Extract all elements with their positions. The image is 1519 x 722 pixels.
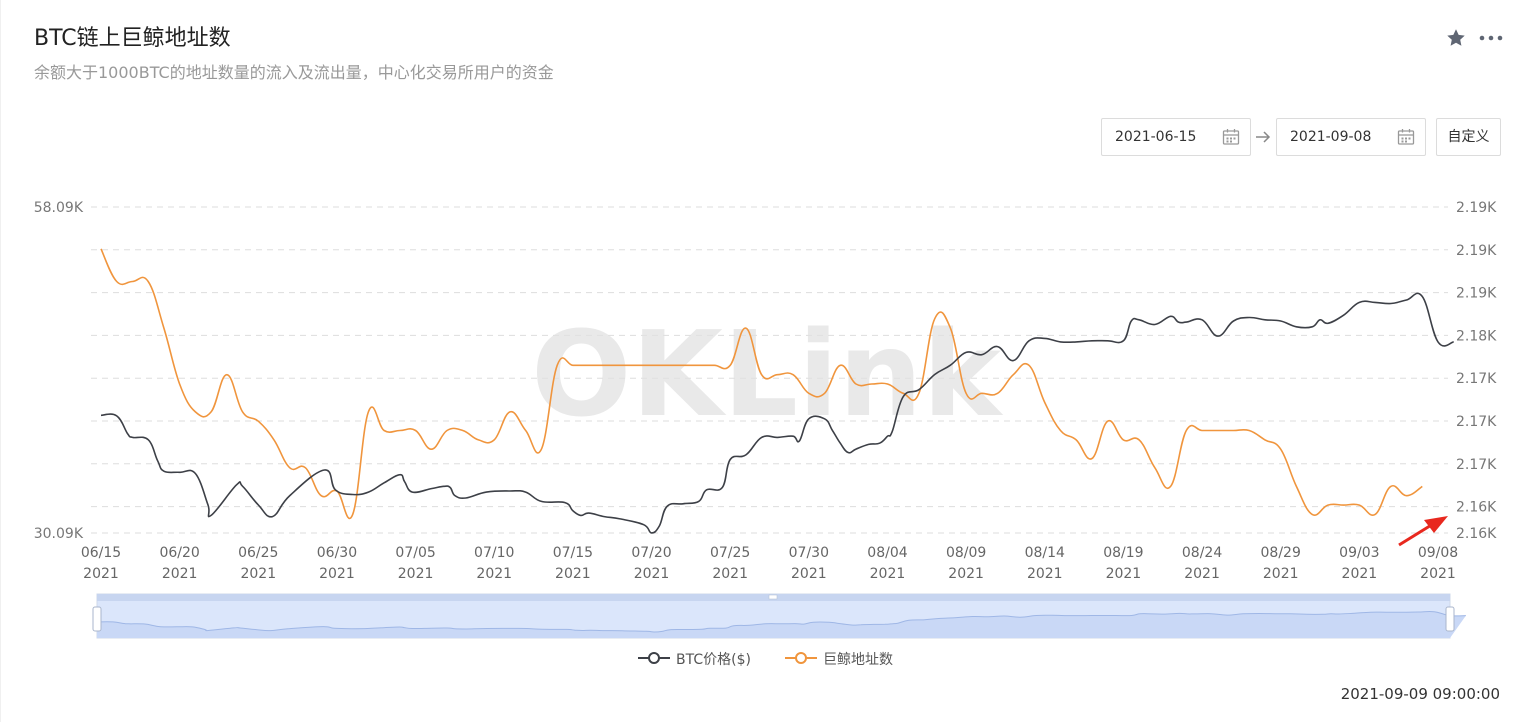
x-tick-date-label: 07/15 [553, 545, 593, 561]
start-date-value: 2021-06-15 [1115, 129, 1197, 145]
zoom-slider[interactable] [92, 593, 1466, 639]
annotation-arrow-head [1424, 516, 1448, 533]
annotation-arrow [1398, 516, 1448, 547]
x-tick-year-label: 2021 [948, 566, 984, 582]
zoom-preview-area [97, 611, 1466, 638]
right-axis-tick-label: 2.19K [1456, 243, 1497, 259]
zoom-preview-line [96, 610, 1466, 633]
right-axis-tick-label: 2.17K [1456, 371, 1497, 387]
right-axis-tick-label: 2.18K [1456, 328, 1497, 344]
right-axis-tick-label: 2.19K [1456, 286, 1497, 302]
right-axis-tick-label: 2.17K [1456, 457, 1497, 473]
x-tick-year-label: 2021 [476, 566, 512, 582]
right-axis-tick-label: 2.16K [1456, 500, 1497, 516]
end-date-picker[interactable]: 2021-09-08 [1276, 118, 1426, 156]
x-tick-year-label: 2021 [1106, 566, 1142, 582]
x-tick-year-label: 2021 [319, 566, 355, 582]
x-tick-year-label: 2021 [1342, 566, 1378, 582]
x-tick-year-label: 2021 [162, 566, 198, 582]
series-lines [100, 248, 1454, 534]
calendar-icon [1397, 129, 1415, 145]
zoom-handle-left[interactable] [92, 606, 102, 632]
x-tick-year-label: 2021 [1184, 566, 1220, 582]
x-tick-date-label: 07/20 [631, 545, 671, 561]
right-axis-tick-label: 2.17K [1456, 414, 1497, 430]
right-axis-tick-label: 2.16K [1456, 526, 1497, 542]
x-tick-year-label: 2021 [240, 566, 276, 582]
x-tick-year-label: 2021 [1263, 566, 1299, 582]
chart-subtitle: 余额大于1000BTC的地址数量的流入及流出量，中心化交易所用户的资金 [34, 63, 554, 82]
series-line-price [100, 292, 1454, 534]
x-tick-date-label: 08/14 [1025, 545, 1065, 561]
legend-item-whales[interactable]: 巨鲸地址数 [785, 648, 905, 668]
watermark: OKLink [531, 305, 1003, 443]
zoom-drag-grip[interactable] [768, 594, 778, 600]
legend-item-price[interactable]: BTC价格($) [638, 648, 768, 668]
x-tick-date-label: 07/30 [789, 545, 829, 561]
x-tick-year-label: 2021 [791, 566, 827, 582]
left-axis-tick-label: 58.09K [34, 200, 84, 216]
x-tick-year-label: 2021 [398, 566, 434, 582]
line-marker-icon [785, 652, 817, 664]
arrow-right-icon [1256, 131, 1271, 143]
annotation-arrow-shaft [1398, 522, 1434, 547]
x-tick-date-label: 06/15 [81, 545, 121, 561]
x-tick-date-label: 07/05 [395, 545, 435, 561]
legend-label-price: BTC价格($) [676, 652, 751, 668]
right-axis-tick-label: 2.19K [1456, 200, 1497, 216]
update-timestamp: 2021-09-09 09:00:00 [1340, 685, 1500, 703]
x-tick-date-label: 06/25 [238, 545, 278, 561]
line-chart: OKLink 2.19K2.19K2.19K2.18K2.17K2.17K2.1… [34, 200, 1497, 639]
x-tick-date-label: 09/08 [1418, 545, 1458, 561]
star-icon[interactable] [1445, 27, 1467, 49]
x-tick-date-label: 08/24 [1182, 545, 1222, 561]
x-tick-date-label: 08/04 [867, 545, 907, 561]
x-tick-date-label: 08/19 [1103, 545, 1143, 561]
x-tick-date-label: 09/03 [1339, 545, 1379, 561]
x-tick-date-label: 08/09 [946, 545, 986, 561]
x-tick-date-label: 07/25 [710, 545, 750, 561]
chart-title: BTC链上巨鲸地址数 [34, 26, 231, 51]
custom-range-button[interactable]: 自定义 [1436, 118, 1501, 156]
x-tick-date-label: 06/20 [159, 545, 199, 561]
x-tick-year-label: 2021 [634, 566, 670, 582]
x-tick-year-label: 2021 [712, 566, 748, 582]
left-axis-tick-label: 30.09K [34, 526, 84, 542]
x-tick-date-label: 07/10 [474, 545, 514, 561]
calendar-icon [1222, 129, 1240, 145]
zoom-handle-right[interactable] [1445, 606, 1455, 632]
legend-label-whales: 巨鲸地址数 [823, 652, 893, 668]
x-tick-date-label: 08/29 [1261, 545, 1301, 561]
more-icon[interactable] [1479, 34, 1503, 42]
x-tick-year-label: 2021 [83, 566, 119, 582]
x-tick-year-label: 2021 [1027, 566, 1063, 582]
x-tick-year-label: 2021 [555, 566, 591, 582]
x-tick-year-label: 2021 [1420, 566, 1456, 582]
start-date-picker[interactable]: 2021-06-15 [1101, 118, 1251, 156]
series-line-whales [100, 248, 1423, 519]
x-tick-date-label: 06/30 [317, 545, 357, 561]
line-marker-icon [638, 652, 670, 664]
end-date-value: 2021-09-08 [1290, 129, 1372, 145]
legend: BTC价格($) 巨鲸地址数 [1, 648, 1519, 668]
x-tick-year-label: 2021 [870, 566, 906, 582]
axes: 2.19K 2.19K 2.19K 2.18K 2.17K 2.17K 2.17K 2.16K… [34, 200, 1497, 582]
